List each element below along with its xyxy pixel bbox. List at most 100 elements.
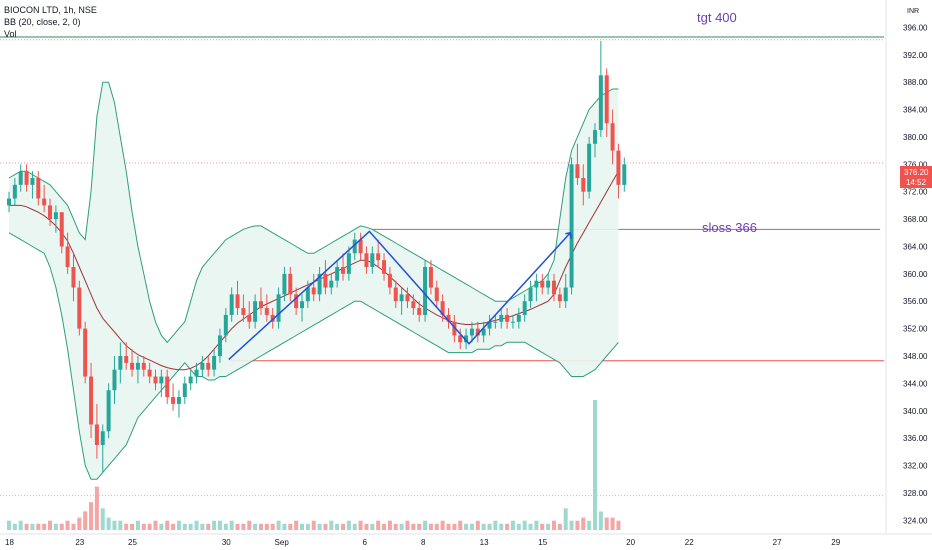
- volume-bar: [557, 523, 562, 530]
- candle-body: [575, 164, 580, 178]
- candle-body: [30, 178, 35, 185]
- time-tick-label: 22: [685, 538, 694, 547]
- time-axis: 18 23 25 30 Sep 6 8 13 15 20 22 27 29: [0, 533, 932, 547]
- volume-bar: [241, 523, 246, 530]
- price-tick-label: 348.00: [903, 352, 928, 361]
- candle-body: [522, 301, 527, 315]
- currency-label: INR: [907, 8, 919, 15]
- candle-body: [546, 280, 551, 288]
- candle-body: [270, 314, 275, 322]
- candle-body: [405, 294, 410, 302]
- candle-body: [247, 314, 252, 322]
- volume-bar: [341, 523, 346, 530]
- candle-body: [188, 376, 193, 384]
- candle-body: [317, 273, 322, 295]
- candle-body: [71, 267, 76, 288]
- candle-body: [258, 301, 263, 309]
- candle-body: [352, 239, 357, 254]
- indicator-label: BB (20, close, 2, 0): [4, 17, 81, 27]
- candle-body: [393, 287, 398, 302]
- candle-body: [464, 335, 469, 343]
- volume-bar: [317, 523, 322, 530]
- candle-body: [59, 212, 64, 247]
- time-tick-label: Sep: [275, 538, 290, 547]
- candle-body: [557, 294, 562, 302]
- candle-body: [475, 328, 480, 336]
- time-tick-label: 8: [421, 538, 426, 547]
- candle-body: [42, 198, 47, 206]
- volume-bar: [575, 520, 580, 530]
- candle-body: [124, 356, 129, 363]
- candle-body: [241, 308, 246, 315]
- volume-bar: [247, 520, 252, 530]
- candle-body: [94, 424, 99, 445]
- candle-body: [428, 267, 433, 288]
- candle-body: [282, 273, 287, 295]
- candle-body: [487, 321, 492, 329]
- candle-body: [481, 328, 486, 336]
- volume-bar: [159, 523, 164, 530]
- volume-bar: [370, 523, 375, 530]
- volume-bar: [493, 520, 498, 530]
- volume-bar: [24, 523, 29, 530]
- candle-body: [288, 273, 293, 295]
- candle-body: [65, 246, 70, 267]
- candle-body: [364, 253, 369, 267]
- price-tick-label: 332.00: [903, 462, 928, 471]
- volume-bar: [135, 520, 140, 530]
- price-tick-label: 328.00: [903, 489, 928, 498]
- time-tick-label: 6: [362, 538, 367, 547]
- volume-bar: [253, 523, 258, 530]
- price-tick-label: 396.00: [903, 23, 928, 32]
- candle-body: [194, 369, 199, 377]
- volume-bar: [141, 523, 146, 530]
- price-tick-label: 384.00: [903, 106, 928, 115]
- candle-body: [563, 287, 568, 302]
- candle-body: [499, 314, 504, 322]
- zigzag-pattern-line: [228, 230, 571, 360]
- volume-bar: [235, 523, 240, 530]
- volume-bar: [434, 523, 439, 530]
- volume-bar: [323, 523, 328, 530]
- candle-body: [217, 335, 222, 356]
- volume-bar: [147, 523, 152, 530]
- volume-bar: [48, 520, 53, 530]
- volume-bar: [171, 523, 176, 530]
- candle-body: [376, 253, 381, 261]
- candle-body: [206, 362, 211, 370]
- volume-bar: [223, 523, 228, 530]
- price-tick-label: 352.00: [903, 325, 928, 334]
- volume-bar: [71, 523, 76, 530]
- volume-bar: [399, 523, 404, 530]
- price-countdown: 14:52: [906, 178, 927, 187]
- stoploss-annotation: sloss 366: [702, 220, 757, 235]
- volume-bar: [42, 523, 47, 530]
- volume-bar: [534, 520, 539, 530]
- candle-body: [48, 205, 53, 220]
- candle-body: [610, 123, 615, 151]
- volume-bar: [176, 520, 181, 530]
- candle-body: [264, 308, 269, 315]
- volume-bar: [188, 523, 193, 530]
- volume-bar: [165, 520, 170, 530]
- candle-body: [83, 328, 88, 377]
- volume-bar: [264, 523, 269, 530]
- candle-body: [77, 287, 82, 329]
- volume-bar: [18, 520, 23, 530]
- candle-body: [141, 362, 146, 370]
- last-price-tag: 376.20 14:52: [900, 166, 932, 188]
- volume-bar: [7, 520, 11, 530]
- price-tick-label: 360.00: [903, 270, 928, 279]
- time-tick-label: 30: [222, 538, 231, 547]
- volume-bar: [540, 523, 545, 530]
- candle-body: [235, 294, 240, 309]
- candle-body: [440, 301, 445, 315]
- volume-bar: [106, 517, 111, 530]
- time-tick-label: 23: [75, 538, 84, 547]
- candle-body: [423, 267, 428, 315]
- volume-bar: [305, 523, 310, 530]
- volume-bar: [440, 520, 445, 530]
- price-tick-label: 336.00: [903, 434, 928, 443]
- candle-body: [276, 294, 281, 322]
